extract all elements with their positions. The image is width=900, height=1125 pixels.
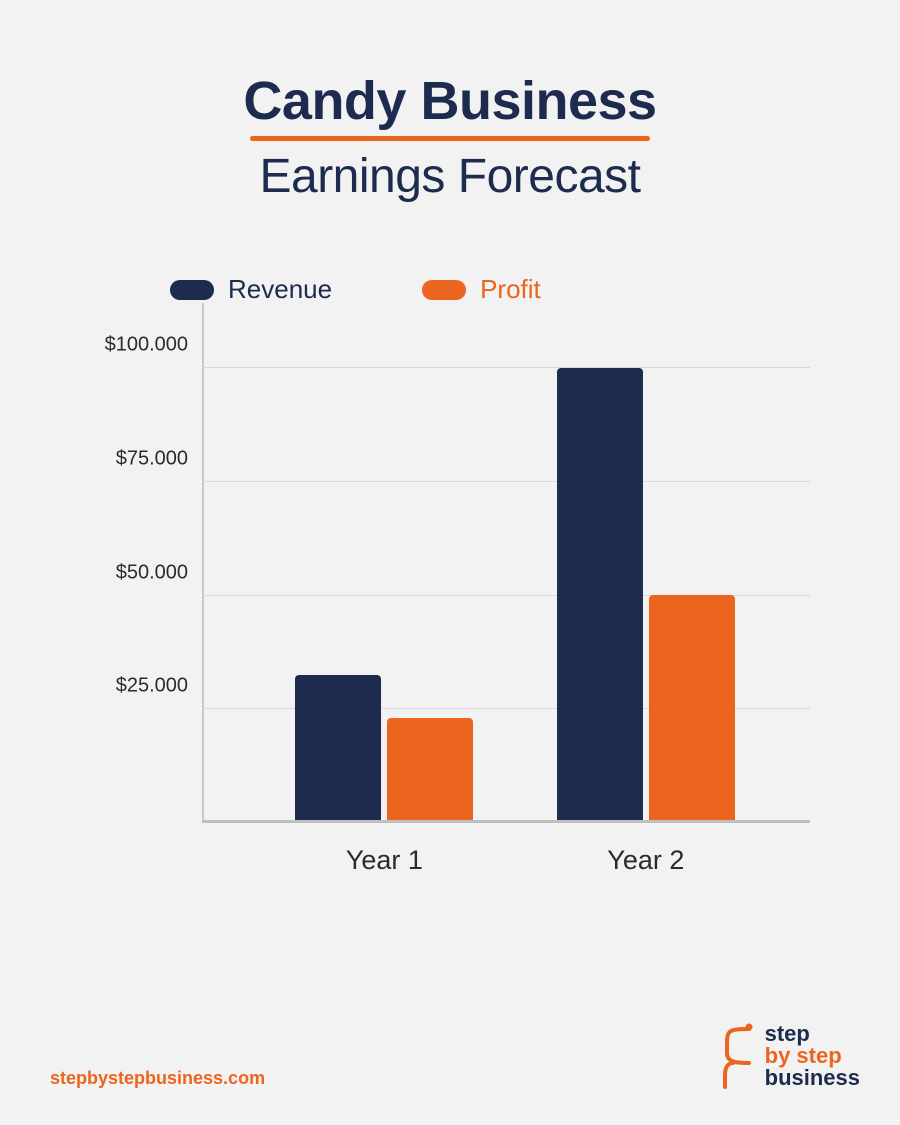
logo-text: step by step business <box>765 1023 860 1089</box>
title-underline <box>250 136 650 141</box>
brand-logo: step by step business <box>715 1023 860 1089</box>
chart-title-sub: Earnings Forecast <box>50 149 850 204</box>
y-tick-label: $75.000 <box>116 448 202 471</box>
legend-item-revenue: Revenue <box>170 274 332 305</box>
legend-swatch-profit <box>422 280 466 300</box>
chart-area: $25.000$50.000$75.000$100.000 Year 1Year… <box>110 323 810 883</box>
bar-profit-2 <box>649 595 735 820</box>
y-tick-label: $100.000 <box>105 334 202 357</box>
legend-label-profit: Profit <box>480 274 541 305</box>
footer-url: stepbystepbusiness.com <box>50 1068 265 1089</box>
logo-bracket-icon <box>715 1023 755 1089</box>
bars-layer <box>202 323 810 823</box>
legend-item-profit: Profit <box>422 274 541 305</box>
bar-revenue-2 <box>557 368 643 820</box>
plot-area: $25.000$50.000$75.000$100.000 <box>202 323 810 823</box>
logo-line-1: step <box>765 1023 860 1045</box>
logo-line-3: business <box>765 1067 860 1089</box>
chart-title-main: Candy Business <box>243 70 656 132</box>
legend-label-revenue: Revenue <box>228 274 332 305</box>
y-tick-label: $25.000 <box>116 675 202 698</box>
bar-revenue-1 <box>295 675 381 820</box>
footer: stepbystepbusiness.com step by step busi… <box>50 1023 860 1089</box>
logo-line-2: by step <box>765 1045 860 1067</box>
y-tick-label: $50.000 <box>116 561 202 584</box>
legend: Revenue Profit <box>170 274 850 305</box>
x-tick-label: Year 2 <box>607 845 684 876</box>
legend-swatch-revenue <box>170 280 214 300</box>
title-block: Candy Business Earnings Forecast <box>50 70 850 204</box>
chart-card: Candy Business Earnings Forecast Revenue… <box>0 0 900 883</box>
x-tick-label: Year 1 <box>346 845 423 876</box>
bar-profit-1 <box>387 718 473 820</box>
x-axis-labels: Year 1 Year 2 <box>202 823 810 883</box>
